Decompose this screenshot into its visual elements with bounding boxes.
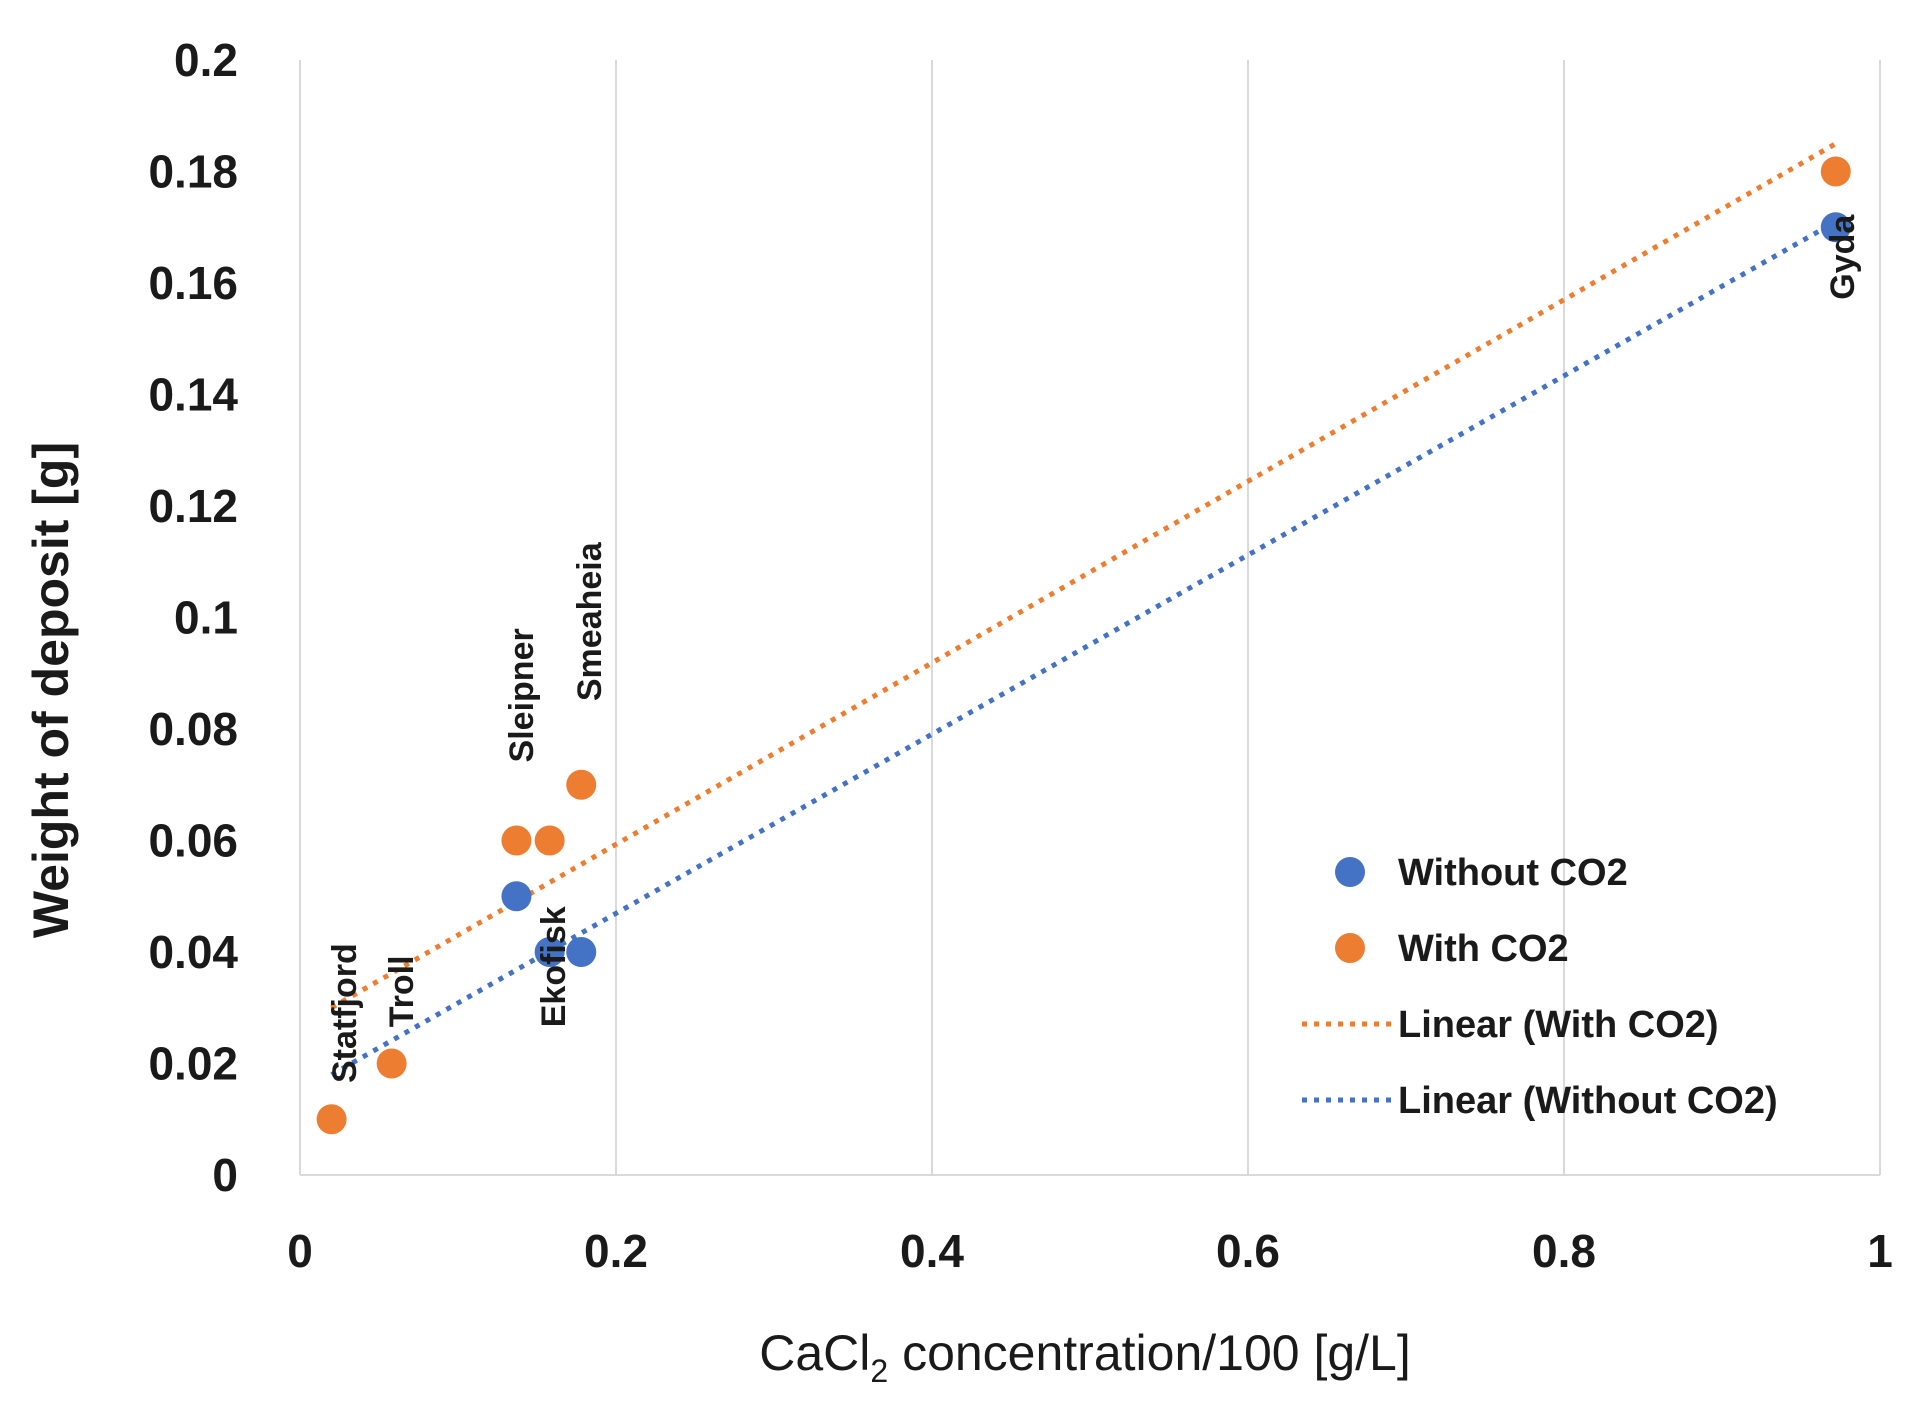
gridlines xyxy=(615,60,1881,1175)
point-with-co2 xyxy=(316,1104,347,1135)
x-axis-title-suffix: concentration/100 [g/L] xyxy=(888,1325,1411,1381)
y-tick-label: 0.06 xyxy=(148,815,238,867)
point-without-co2 xyxy=(1820,212,1851,243)
axes xyxy=(299,60,1880,1176)
y-tick-label: 0.2 xyxy=(174,34,238,86)
point-with-co2 xyxy=(501,825,532,856)
trendline-with-co2 xyxy=(330,141,1838,1010)
y-tick-label: 0.16 xyxy=(148,257,238,309)
point-without-co2 xyxy=(534,937,565,967)
point-with-co2 xyxy=(566,769,597,800)
x-tick-labels: 0 0.2 0.4 0.6 0.8 1 xyxy=(287,1225,1893,1277)
y-axis-title: Weight of deposit [g] xyxy=(23,442,79,938)
y-tick-label: 0.08 xyxy=(148,703,238,755)
x-axis-title: CaCl2 concentration/100 [g/L] xyxy=(759,1325,1411,1389)
x-tick-label: 0.2 xyxy=(584,1225,648,1277)
x-tick-label: 1 xyxy=(1867,1225,1893,1277)
point-annotations: Statfjord Troll Sleipner Ekofisk Smeaheia Gyd… xyxy=(326,214,1862,1083)
x-tick-label: 0.8 xyxy=(1532,1225,1596,1277)
y-tick-label: 0.02 xyxy=(148,1038,238,1090)
annotation-sleipner: Sleipner xyxy=(503,628,541,762)
trendlines xyxy=(330,141,1838,1077)
y-tick-label: 0.18 xyxy=(148,146,238,198)
x-tick-label: 0.4 xyxy=(900,1225,964,1277)
legend-label-0: Without CO2 xyxy=(1398,852,1628,894)
legend: Without CO2 With CO2 Linear (With CO2) Line… xyxy=(1302,852,1778,1122)
x-axis-title-subscript: 2 xyxy=(870,1353,888,1389)
legend-marker-1 xyxy=(1335,933,1365,963)
point-without-co2 xyxy=(501,881,532,912)
y-tick-labels: 0 0.02 0.04 0.06 0.08 0.1 0.12 0.14 0.16 0.18 0.2 xyxy=(148,34,238,1201)
y-tick-label: 0 xyxy=(212,1149,238,1201)
annotation-gyda: Gyda xyxy=(1824,214,1862,300)
point-with-co2 xyxy=(376,1048,407,1079)
y-tick-label: 0.14 xyxy=(148,369,238,421)
point-without-co2 xyxy=(566,937,597,967)
point-with-co2 xyxy=(534,825,565,856)
legend-label-3: Linear (Without CO2) xyxy=(1398,1080,1778,1122)
trendline-without-co2 xyxy=(330,219,1837,1077)
legend-label-1: With CO2 xyxy=(1398,928,1569,970)
annotation-smeaheia: Smeaheia xyxy=(571,541,609,701)
annotation-statfjord: Statfjord xyxy=(326,943,364,1083)
x-tick-label: 0 xyxy=(287,1225,313,1277)
legend-label-2: Linear (With CO2) xyxy=(1398,1004,1719,1046)
legend-marker-0 xyxy=(1335,857,1365,887)
data-points xyxy=(316,156,1851,1135)
x-tick-label: 0.6 xyxy=(1216,1225,1280,1277)
annotation-troll: Troll xyxy=(383,955,421,1027)
y-tick-label: 0.1 xyxy=(174,592,238,644)
y-tick-label: 0.12 xyxy=(148,480,238,532)
point-with-co2 xyxy=(1820,156,1851,187)
annotation-ekofisk: Ekofisk xyxy=(535,906,573,1027)
y-tick-label: 0.04 xyxy=(148,926,238,978)
x-axis-title-prefix: CaCl xyxy=(759,1325,870,1381)
